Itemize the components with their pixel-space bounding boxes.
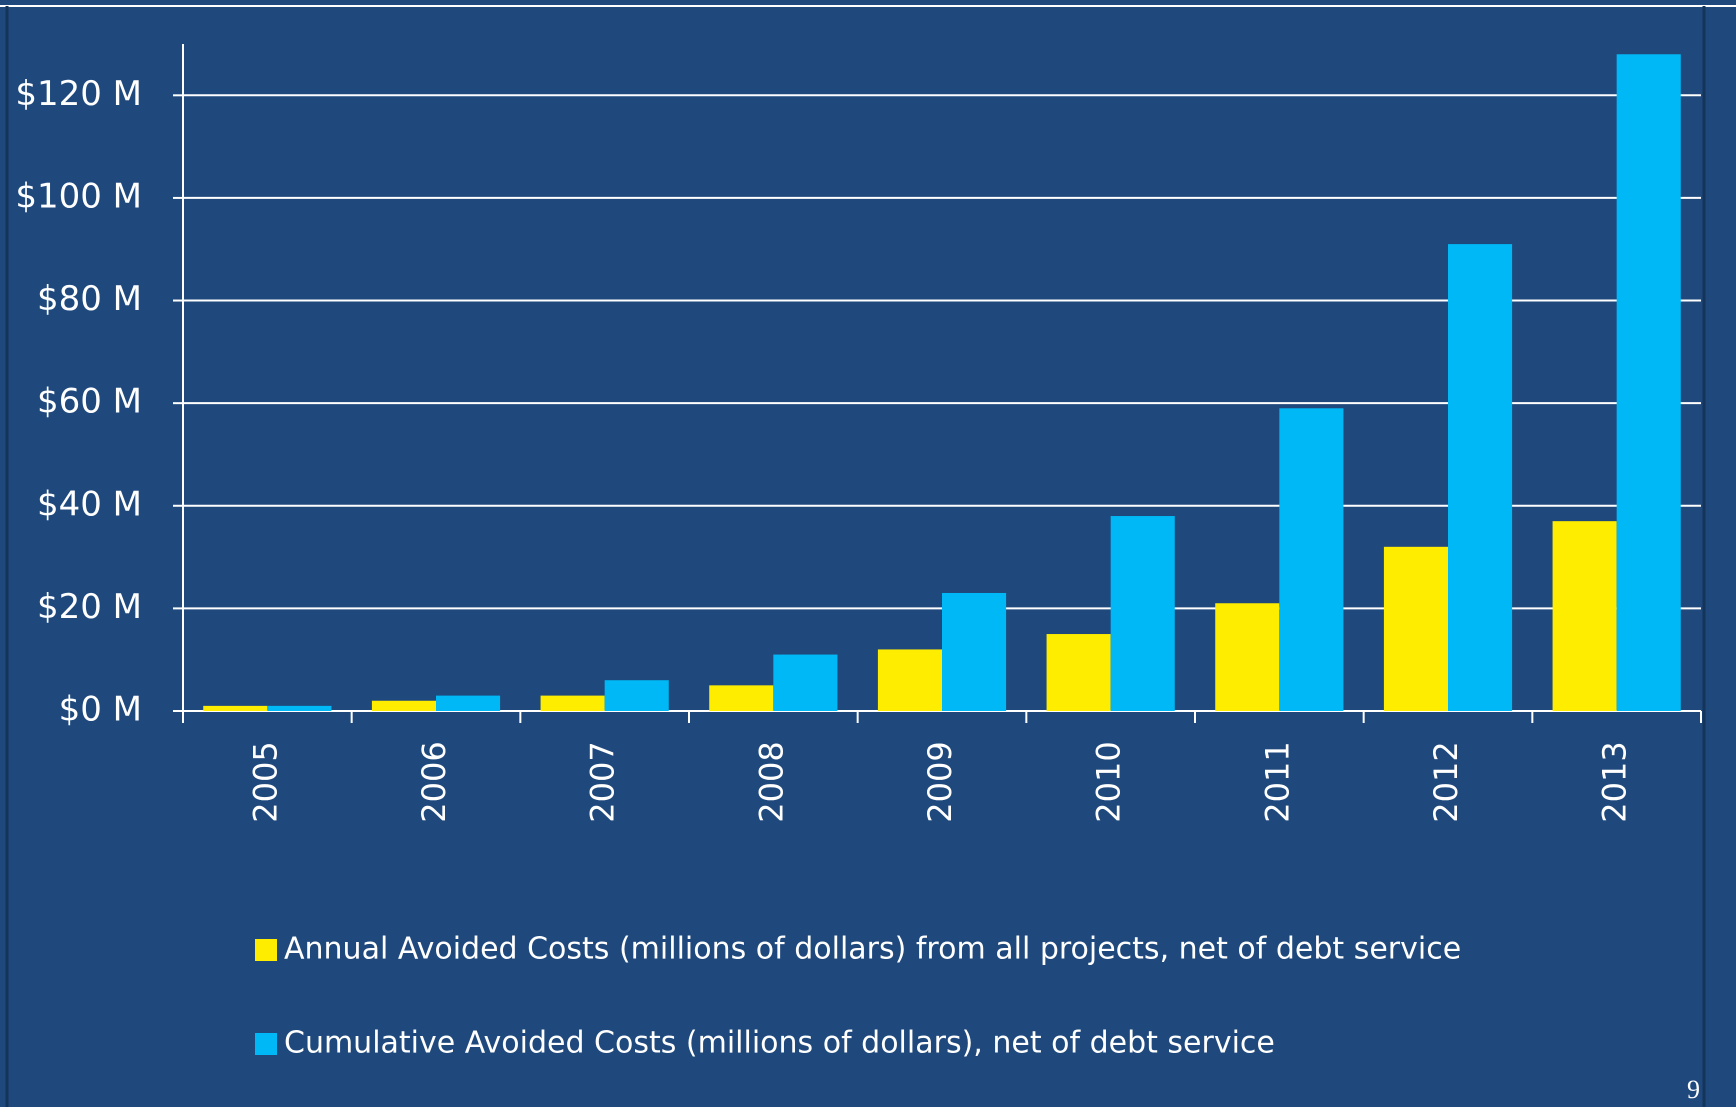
x-tick-label: 2006	[415, 741, 453, 822]
bar	[1110, 516, 1175, 711]
x-tick-label: 2005	[246, 741, 284, 822]
bar	[604, 680, 669, 711]
x-tick-label: 2009	[921, 741, 959, 822]
page-number: 9	[1687, 1075, 1700, 1104]
bar	[877, 649, 942, 711]
legend-label: Annual Avoided Costs (millions of dollar…	[284, 932, 1461, 967]
bar	[203, 705, 268, 711]
bar	[1215, 603, 1280, 711]
bar	[371, 700, 436, 711]
bar	[709, 685, 774, 711]
y-tick-label: $60 M	[37, 382, 142, 422]
x-tick-label: 2011	[1258, 741, 1296, 822]
y-tick-label: $20 M	[37, 587, 142, 627]
y-tick-label: $0 M	[59, 690, 142, 730]
y-tick-label: $120 M	[15, 74, 142, 114]
legend-swatch	[255, 939, 277, 961]
x-tick-label: 2010	[1090, 741, 1128, 822]
legend-label: Cumulative Avoided Costs (millions of do…	[284, 1026, 1275, 1061]
bar	[1448, 244, 1513, 711]
bar	[1616, 54, 1681, 712]
bar	[540, 695, 605, 711]
x-tick-label: 2013	[1596, 741, 1634, 822]
x-tick-label: 2007	[584, 741, 622, 822]
legend-swatch	[255, 1033, 277, 1055]
y-tick-label: $100 M	[15, 176, 142, 216]
bar	[1383, 546, 1448, 711]
bar	[1552, 521, 1617, 711]
bar	[267, 705, 332, 711]
x-tick-label: 2012	[1427, 741, 1465, 822]
y-tick-label: $40 M	[37, 484, 142, 524]
y-tick-label: $80 M	[37, 279, 142, 319]
bar	[1046, 634, 1111, 711]
bar	[1279, 408, 1344, 711]
bar	[942, 592, 1007, 711]
bar	[773, 654, 838, 711]
bar	[436, 695, 501, 711]
x-tick-label: 2008	[752, 741, 790, 822]
